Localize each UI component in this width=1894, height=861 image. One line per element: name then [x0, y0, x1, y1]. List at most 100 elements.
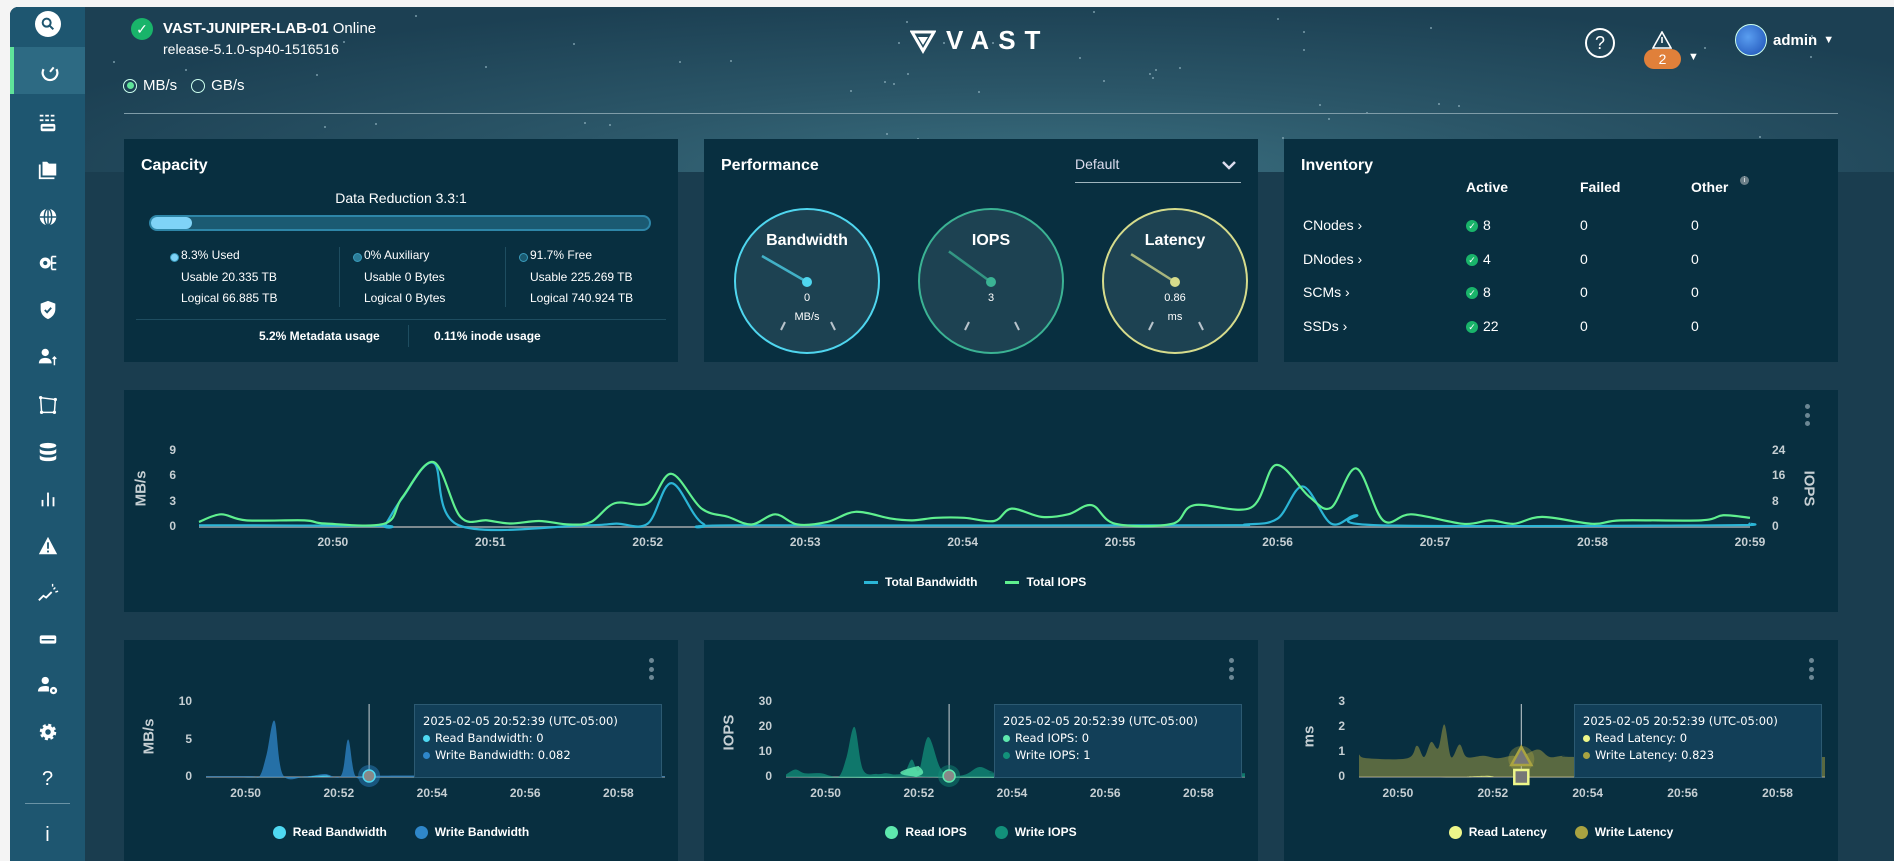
sidebar-item-folders[interactable]	[10, 148, 85, 192]
help-button[interactable]: ?	[1585, 28, 1615, 58]
trends-icon	[37, 583, 58, 601]
y-tick-label: 0	[765, 769, 772, 783]
sidebar-item-infrastructure[interactable]	[10, 101, 85, 145]
radio-selected[interactable]	[123, 78, 137, 93]
series-area-read-latency[interactable]	[1359, 775, 1825, 778]
column-header-failed: Failed	[1580, 179, 1621, 195]
legend-item[interactable]: Write IOPS	[994, 825, 1077, 839]
chevron-down-icon	[1222, 161, 1236, 170]
star	[1327, 117, 1330, 120]
chart-menu-button[interactable]	[1228, 658, 1234, 680]
iops-chart: IOPS 0 10 20 30 20:50 20:52 20:54 20:56 20:58 202…	[704, 640, 1258, 861]
legend-item[interactable]: Write Bandwidth	[414, 825, 529, 839]
chart-menu-button[interactable]	[1808, 658, 1814, 680]
star	[323, 125, 326, 128]
active-count: 8	[1483, 284, 1491, 300]
sidebar-item-user-access[interactable]	[10, 335, 85, 379]
analytics-icon	[41, 492, 54, 507]
alerts-icon	[38, 536, 57, 555]
series-area-read-bandwidth[interactable]	[206, 775, 665, 778]
legend-total-bandwidth[interactable]: Total Bandwidth	[864, 575, 977, 589]
sidebar-item-trends[interactable]	[10, 571, 85, 615]
other-count: 0	[1691, 217, 1699, 233]
chart-plot[interactable]	[124, 390, 1838, 612]
sidebar-item-configuration[interactable]	[10, 241, 85, 285]
star	[1365, 111, 1368, 114]
sidebar-item-database[interactable]	[10, 430, 85, 474]
sidebar-item-hardware[interactable]	[10, 617, 85, 661]
sidebar-item-network[interactable]	[10, 195, 85, 239]
legend-item[interactable]: Read IOPS	[885, 825, 967, 839]
x-tick-label: 20:51	[474, 535, 506, 549]
legend-item[interactable]: Read Latency	[1448, 825, 1547, 839]
gauge-needle	[1130, 253, 1204, 331]
tooltip-value: Write IOPS: 1	[1015, 748, 1091, 762]
sidebar-item-security[interactable]	[10, 288, 85, 332]
check-icon: ✓	[1466, 253, 1478, 266]
y-axis-label: IOPS	[720, 714, 738, 751]
active-count: 22	[1483, 317, 1499, 334]
hover-marker	[362, 769, 376, 783]
inventory-link[interactable]: SCMs ›	[1303, 284, 1350, 300]
dashboard-icon	[41, 66, 58, 81]
user-settings-icon	[37, 676, 57, 695]
star	[1302, 30, 1305, 33]
unit-option-mbs[interactable]: MB/s	[123, 77, 177, 94]
legend-dot	[519, 253, 528, 262]
chart-legend: Read Latency Write Latency	[1284, 825, 1838, 839]
column-header-active: Active	[1466, 179, 1509, 195]
star	[916, 137, 919, 140]
search-button[interactable]	[10, 7, 85, 46]
info-icon[interactable]: i	[1740, 176, 1749, 185]
star	[1437, 103, 1440, 106]
performance-dropdown[interactable]: Default	[1075, 151, 1241, 183]
sidebar-item-dashboard[interactable]	[10, 47, 85, 94]
legend-item[interactable]: Write Latency	[1574, 825, 1673, 839]
latency-chart: ms 0 1 2 3 20:50 20:52 20:54 20:56 20:58 2025-02-…	[1284, 640, 1838, 861]
gauge-latency: Latency 0.86 ms	[1102, 208, 1248, 354]
star	[583, 121, 586, 124]
failed-count: 0	[1580, 250, 1588, 267]
sidebar-item-settings[interactable]	[10, 710, 85, 754]
sidebar-item-topology[interactable]	[10, 383, 85, 427]
gauge-bandwidth: Bandwidth 0 MB/s	[734, 208, 880, 354]
gauge-value: 3	[987, 292, 995, 304]
sidebar-item-analytics[interactable]	[10, 477, 85, 521]
inventory-active: ✓ 22	[1466, 318, 1499, 334]
x-tick-label: 20:50	[230, 786, 261, 800]
metadata-usage: 5.2% Metadata usage	[259, 329, 380, 343]
inventory-link[interactable]: CNodes ›	[1303, 217, 1363, 233]
header-divider	[124, 113, 1838, 114]
legend-label: Write IOPS	[1014, 825, 1077, 839]
user-menu[interactable]: admin ▼	[1735, 24, 1834, 56]
legend-dot	[170, 253, 179, 262]
help-icon: ?	[41, 767, 54, 790]
sidebar-item-info[interactable]: i	[10, 813, 85, 857]
chart-menu-button[interactable]	[648, 658, 654, 680]
x-tick-label: 20:56	[1262, 535, 1293, 549]
legend-total-iops[interactable]: Total IOPS	[1005, 575, 1086, 589]
tooltip-value: Read IOPS: 0	[1015, 731, 1090, 745]
x-tick-label: 20:56	[509, 786, 541, 800]
series-line-total-iops[interactable]	[198, 460, 1751, 528]
capacity-logical: Logical 66.885 TB	[181, 291, 278, 305]
divider	[408, 325, 409, 347]
online-status-icon: ✓	[131, 18, 153, 40]
x-tick-label: 20:58	[603, 786, 634, 800]
sidebar-item-help[interactable]: ?	[10, 757, 85, 801]
unit-option-gbs[interactable]: GB/s	[191, 77, 245, 94]
inventory-link[interactable]: SSDs ›	[1303, 317, 1348, 334]
logo-text: VAST	[946, 25, 1050, 55]
sidebar-item-alerts[interactable]	[10, 524, 85, 568]
inventory-link[interactable]: DNodes ›	[1303, 250, 1363, 267]
sidebar-item-user-settings[interactable]	[10, 664, 85, 708]
x-tick-label: 20:55	[1104, 535, 1136, 549]
radio-unselected[interactable]	[191, 78, 206, 93]
chart-menu-button[interactable]	[1804, 404, 1810, 426]
x-tick-label: 20:58	[1183, 786, 1214, 800]
legend-item[interactable]: Read Bandwidth	[272, 825, 387, 839]
network-icon	[39, 208, 56, 226]
alerts-button[interactable]: 2 ▼	[1640, 27, 1700, 69]
star	[906, 20, 909, 23]
release-version: release-5.1.0-sp40-1516516	[163, 41, 339, 57]
